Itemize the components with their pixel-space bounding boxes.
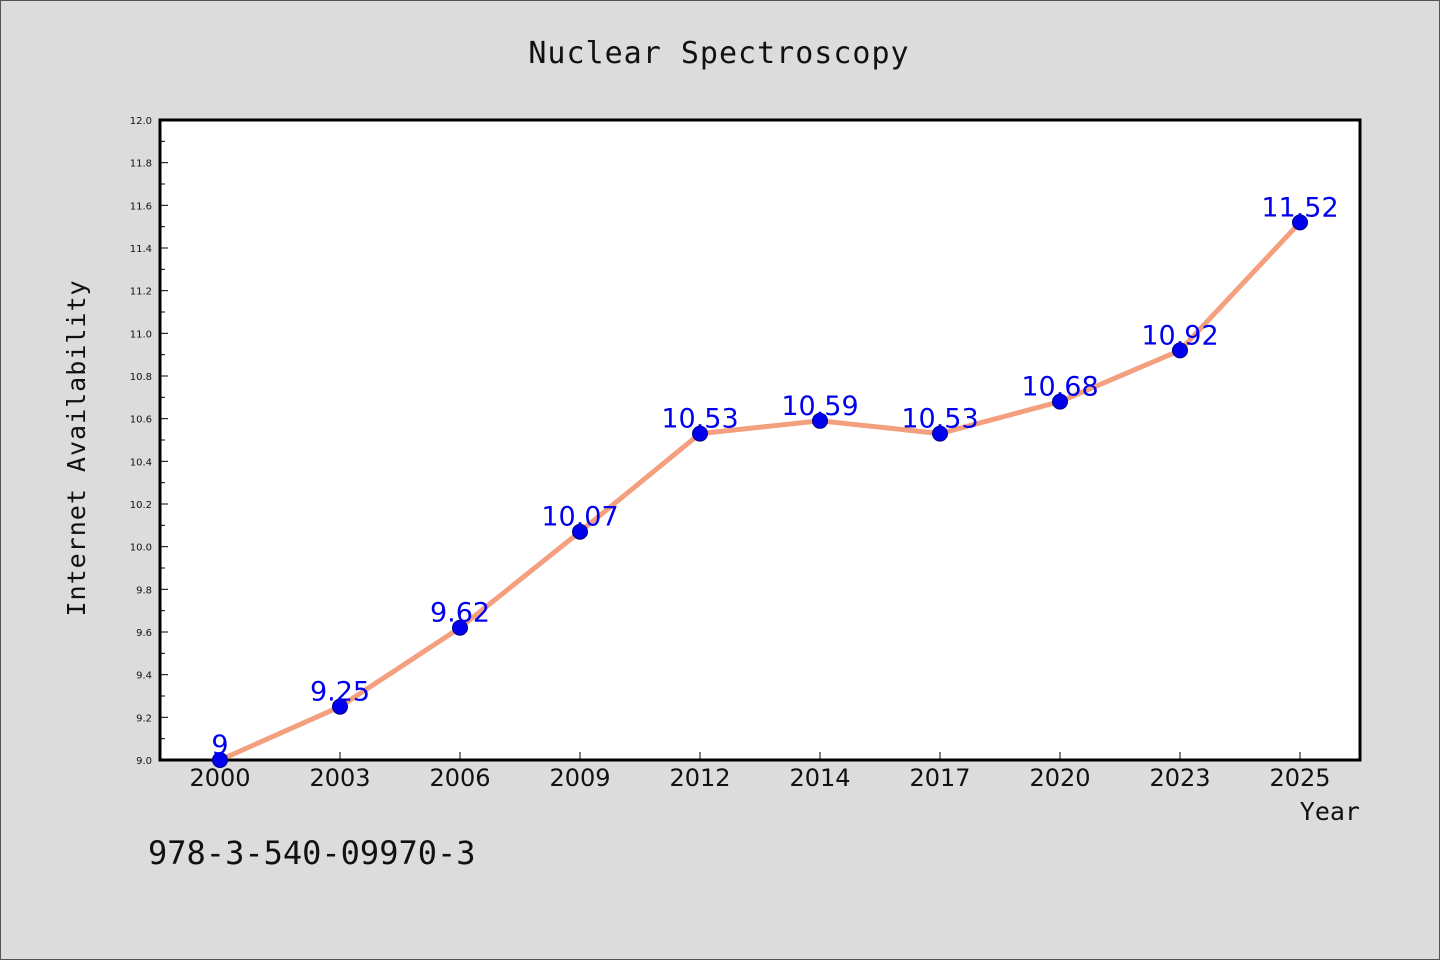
x-axis-label: Year (1300, 797, 1360, 826)
x-tick-label: 2000 (189, 764, 250, 792)
data-label: 9.62 (430, 598, 490, 629)
data-point (692, 425, 708, 442)
data-point (1172, 342, 1188, 359)
y-tick-label: 10.4 (130, 457, 152, 468)
data-point (812, 412, 828, 429)
x-tick-label: 2020 (1029, 764, 1090, 792)
x-tick-label: 2014 (789, 764, 850, 792)
data-label: 10.59 (781, 391, 858, 422)
y-tick-label: 11.0 (130, 329, 152, 340)
data-label: 10.68 (1021, 372, 1098, 403)
data-point (212, 752, 228, 768)
y-tick-label: 12.0 (130, 116, 152, 127)
data-label: 10.53 (901, 404, 978, 435)
y-tick-label: 11.8 (130, 159, 152, 170)
x-tick-label: 2023 (1149, 764, 1210, 792)
y-tick-label: 9.8 (136, 585, 152, 596)
y-tick-label: 11.6 (130, 201, 152, 212)
series-line (217, 219, 1303, 763)
data-label: 9.25 (310, 677, 370, 708)
x-tick-label: 2025 (1269, 764, 1330, 792)
data-markers (212, 214, 1308, 768)
y-tick-label: 11.2 (130, 287, 152, 298)
x-tick-label: 2006 (429, 764, 490, 792)
y-tick-label: 10.2 (130, 500, 152, 511)
y-tick-label: 9.0 (136, 756, 152, 767)
data-label: 9 (211, 730, 228, 761)
x-tick-label: 2017 (909, 764, 970, 792)
x-axis-ticks: 2000 2003 2006 2009 2012 2014 2017 2020 2023 2025 (189, 752, 1331, 792)
data-point (572, 523, 588, 540)
data-label: 10.53 (661, 404, 738, 435)
data-point (1292, 214, 1308, 231)
x-tick-label: 2012 (669, 764, 730, 792)
y-axis-label: Internet Availability (62, 279, 91, 616)
y-tick-label: 10.8 (130, 372, 152, 383)
chart-title: Nuclear Spectroscopy (528, 36, 909, 71)
x-tick-label: 2003 (309, 764, 370, 792)
y-tick-label: 9.6 (136, 628, 152, 639)
y-tick-label: 9.2 (136, 713, 152, 724)
y-tick-label: 10.0 (130, 543, 152, 554)
data-point (332, 698, 348, 715)
series-lines (217, 219, 1303, 763)
y-tick-label: 11.4 (130, 244, 152, 255)
data-labels: 9 9.25 9.62 10.07 10.53 10.59 10.53 10.68 10.92 1… (211, 192, 1338, 761)
y-tick-label: 10.6 (130, 415, 152, 426)
data-label: 10.07 (541, 502, 618, 533)
data-label: 11.52 (1261, 192, 1338, 223)
data-point (932, 425, 948, 442)
plot-area (158, 118, 1362, 762)
data-point (1052, 393, 1068, 410)
y-axis-ticks: 9.0 9.2 9.4 9.6 9.8 10.0 10.2 10.4 10.6 10.8 11.0 1… (130, 116, 168, 767)
data-point (452, 619, 468, 636)
x-tick-label: 2009 (549, 764, 610, 792)
isbn-text: 978-3-540-09970-3 (148, 834, 476, 872)
data-label: 10.92 (1141, 320, 1218, 351)
y-tick-label: 9.4 (136, 671, 152, 682)
